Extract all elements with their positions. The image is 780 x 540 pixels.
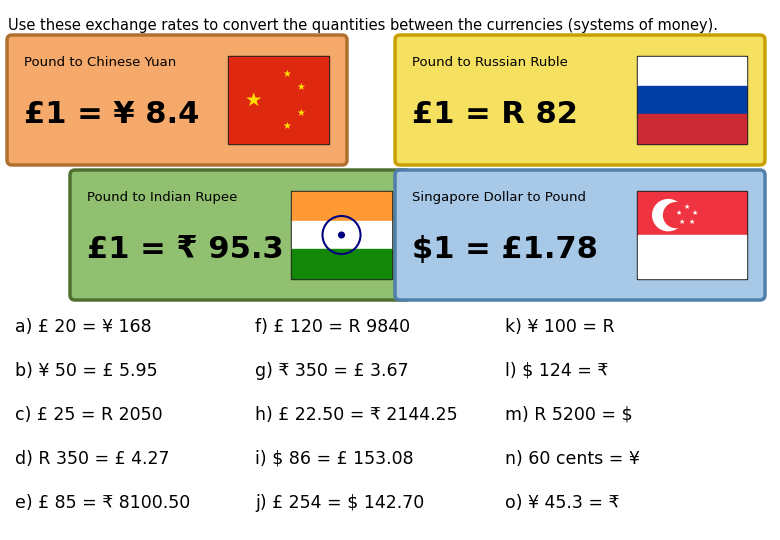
- Circle shape: [653, 200, 684, 231]
- Text: Pound to Chinese Yuan: Pound to Chinese Yuan: [24, 56, 176, 69]
- Text: ★: ★: [675, 210, 682, 215]
- Text: k) ¥ 100 = R: k) ¥ 100 = R: [505, 318, 615, 336]
- Bar: [638, 57, 746, 86]
- Text: ★: ★: [296, 108, 305, 118]
- FancyBboxPatch shape: [395, 35, 765, 165]
- Bar: [292, 221, 391, 249]
- Text: £1 = ₹ 95.3: £1 = ₹ 95.3: [87, 235, 284, 264]
- Text: ★: ★: [282, 69, 291, 79]
- Text: e) £ 85 = ₹ 8100.50: e) £ 85 = ₹ 8100.50: [15, 494, 190, 512]
- Text: ★: ★: [679, 219, 685, 225]
- Text: Pound to Russian Ruble: Pound to Russian Ruble: [412, 56, 568, 69]
- Text: ★: ★: [296, 82, 305, 92]
- Text: ★: ★: [689, 219, 695, 225]
- Text: Pound to Indian Rupee: Pound to Indian Rupee: [87, 191, 237, 204]
- Text: b) ¥ 50 = £ 5.95: b) ¥ 50 = £ 5.95: [15, 362, 158, 380]
- Text: j) £ 254 = $ 142.70: j) £ 254 = $ 142.70: [255, 494, 424, 512]
- Bar: [228, 56, 329, 144]
- Text: l) $ 124 = ₹: l) $ 124 = ₹: [505, 362, 608, 380]
- Bar: [291, 191, 392, 279]
- Bar: [637, 191, 747, 279]
- Text: £1 = R 82: £1 = R 82: [412, 100, 578, 129]
- Text: a) £ 20 = ¥ 168: a) £ 20 = ¥ 168: [15, 318, 151, 336]
- Bar: [638, 86, 746, 114]
- Bar: [292, 192, 391, 221]
- Bar: [229, 57, 328, 143]
- Text: ★: ★: [684, 204, 690, 210]
- Bar: [638, 192, 746, 235]
- Text: o) ¥ 45.3 = ₹: o) ¥ 45.3 = ₹: [505, 494, 619, 512]
- Text: Singapore Dollar to Pound: Singapore Dollar to Pound: [412, 191, 586, 204]
- FancyBboxPatch shape: [7, 35, 347, 165]
- Text: n) 60 cents = ¥: n) 60 cents = ¥: [505, 450, 640, 468]
- FancyBboxPatch shape: [395, 170, 765, 300]
- Text: ★: ★: [282, 121, 291, 131]
- Bar: [292, 249, 391, 278]
- Text: ★: ★: [245, 91, 263, 110]
- Text: d) R 350 = £ 4.27: d) R 350 = £ 4.27: [15, 450, 169, 468]
- Bar: [638, 235, 746, 278]
- Text: £1 = ¥ 8.4: £1 = ¥ 8.4: [24, 100, 200, 129]
- Text: f) £ 120 = R 9840: f) £ 120 = R 9840: [255, 318, 410, 336]
- Text: g) ₹ 350 = £ 3.67: g) ₹ 350 = £ 3.67: [255, 362, 409, 380]
- Text: m) R 5200 = $: m) R 5200 = $: [505, 406, 633, 424]
- Text: Use these exchange rates to convert the quantities between the currencies (syste: Use these exchange rates to convert the …: [8, 18, 718, 33]
- FancyBboxPatch shape: [70, 170, 410, 300]
- Text: i) $ 86 = £ 153.08: i) $ 86 = £ 153.08: [255, 450, 413, 468]
- Text: c) £ 25 = R 2050: c) £ 25 = R 2050: [15, 406, 162, 424]
- Text: $1 = £1.78: $1 = £1.78: [412, 235, 598, 264]
- Text: ★: ★: [692, 210, 698, 215]
- Bar: [638, 114, 746, 143]
- Circle shape: [664, 202, 689, 227]
- Bar: [637, 56, 747, 144]
- Text: h) £ 22.50 = ₹ 2144.25: h) £ 22.50 = ₹ 2144.25: [255, 406, 458, 424]
- Circle shape: [339, 232, 344, 238]
